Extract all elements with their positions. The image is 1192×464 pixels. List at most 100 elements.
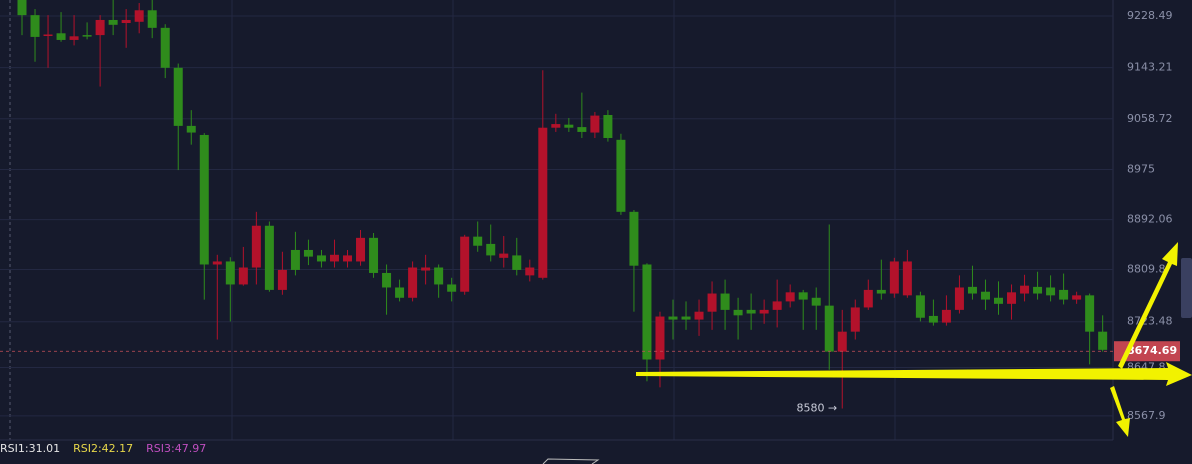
indicator-label: RSI3:47.97 <box>146 442 206 455</box>
arrow <box>636 362 1192 386</box>
candle-body <box>160 27 170 68</box>
candle-body <box>264 225 274 290</box>
candle-body <box>316 255 326 262</box>
candle-body <box>1059 289 1069 300</box>
candle-body <box>356 237 366 262</box>
candle-body <box>694 311 704 320</box>
y-tick-label: 8892.06 <box>1127 213 1173 226</box>
candle-body <box>525 267 535 276</box>
candle-body <box>1033 286 1043 294</box>
candle-body <box>590 115 600 133</box>
candle-body <box>408 267 418 298</box>
candle-body <box>824 305 834 352</box>
candle-body <box>1098 331 1108 350</box>
candle-body <box>915 295 925 318</box>
candle-body <box>147 10 157 28</box>
arrow <box>1118 242 1178 369</box>
candle-body <box>30 15 40 37</box>
candle-body <box>785 292 795 302</box>
indicator-label: RSI1:31.01 <box>0 442 60 455</box>
candle-body <box>121 19 131 23</box>
candle-body <box>1046 287 1056 296</box>
candle-body <box>212 261 222 265</box>
candle-body <box>108 19 118 25</box>
y-tick-label: 9228.49 <box>1127 9 1173 22</box>
y-tick-label: 8975 <box>1127 162 1155 175</box>
candle-body <box>759 309 769 314</box>
candle-body <box>1085 295 1095 332</box>
candle-body <box>642 264 652 360</box>
candle-body <box>473 236 483 246</box>
candle-body <box>382 272 392 288</box>
y-tick-label: 8567.9 <box>1127 409 1166 422</box>
candle-body <box>512 255 522 270</box>
candle-body <box>290 249 300 270</box>
candle-body <box>421 267 431 271</box>
candle-body <box>199 134 209 265</box>
candle-body <box>551 124 561 128</box>
candle-body <box>928 315 938 323</box>
candle-body <box>43 34 53 36</box>
candle-body <box>1072 295 1082 300</box>
scroll-handle[interactable] <box>1181 258 1192 318</box>
candle-body <box>954 287 964 310</box>
candles <box>0 0 1113 409</box>
low-annotation: 8580 → <box>797 402 838 415</box>
candle-body <box>56 33 66 40</box>
candle-body <box>668 316 678 320</box>
candle-body <box>329 254 339 262</box>
candle-body <box>69 36 79 40</box>
candle-body <box>303 249 313 257</box>
candle-body <box>395 287 405 298</box>
candle-body <box>460 236 470 292</box>
candle-body <box>941 309 951 323</box>
footer-shape <box>542 458 600 464</box>
candle-body <box>798 292 808 300</box>
candle-body <box>564 124 574 128</box>
candle-body <box>681 316 691 320</box>
grid <box>0 15 1113 417</box>
candle-body <box>486 243 496 256</box>
candle-body <box>863 289 873 308</box>
candle-body <box>629 211 639 266</box>
candle-body <box>343 255 352 262</box>
candle-body <box>134 10 144 22</box>
candle-body <box>902 261 912 296</box>
candle-body <box>538 127 548 278</box>
candle-body <box>1020 285 1030 294</box>
candle-body <box>82 35 92 37</box>
candle-body <box>889 261 899 294</box>
candle-body <box>277 269 287 290</box>
candle-body <box>967 286 977 294</box>
candle-body <box>837 331 847 352</box>
candle-body <box>980 291 990 300</box>
candle-body <box>746 309 756 314</box>
indicator-label: RSI2:42.17 <box>73 442 133 455</box>
candle-body <box>811 297 821 306</box>
candle-body <box>369 237 379 273</box>
candle-body <box>1007 292 1017 304</box>
candle-body <box>95 19 105 36</box>
current-price-label: 8674.69 <box>1127 344 1177 357</box>
y-tick-label: 9058.72 <box>1127 112 1173 125</box>
candle-body <box>876 289 886 294</box>
candle-body <box>655 316 665 360</box>
candle-body <box>850 307 860 332</box>
candle-body <box>772 301 782 310</box>
candle-body <box>186 125 196 133</box>
y-tick-label: 8809.8 <box>1127 262 1166 275</box>
candle-body <box>447 284 457 292</box>
candle-body <box>225 261 235 285</box>
y-tick-label: 9143.21 <box>1127 61 1173 74</box>
candle-body <box>994 297 1003 304</box>
candle-body <box>720 293 730 310</box>
candle-body <box>17 0 27 16</box>
arrow <box>1110 386 1130 437</box>
drawn-arrows <box>636 242 1192 437</box>
candle-body <box>173 67 183 126</box>
candle-body <box>251 225 261 268</box>
candle-body <box>577 127 587 132</box>
candle-body <box>499 253 509 258</box>
